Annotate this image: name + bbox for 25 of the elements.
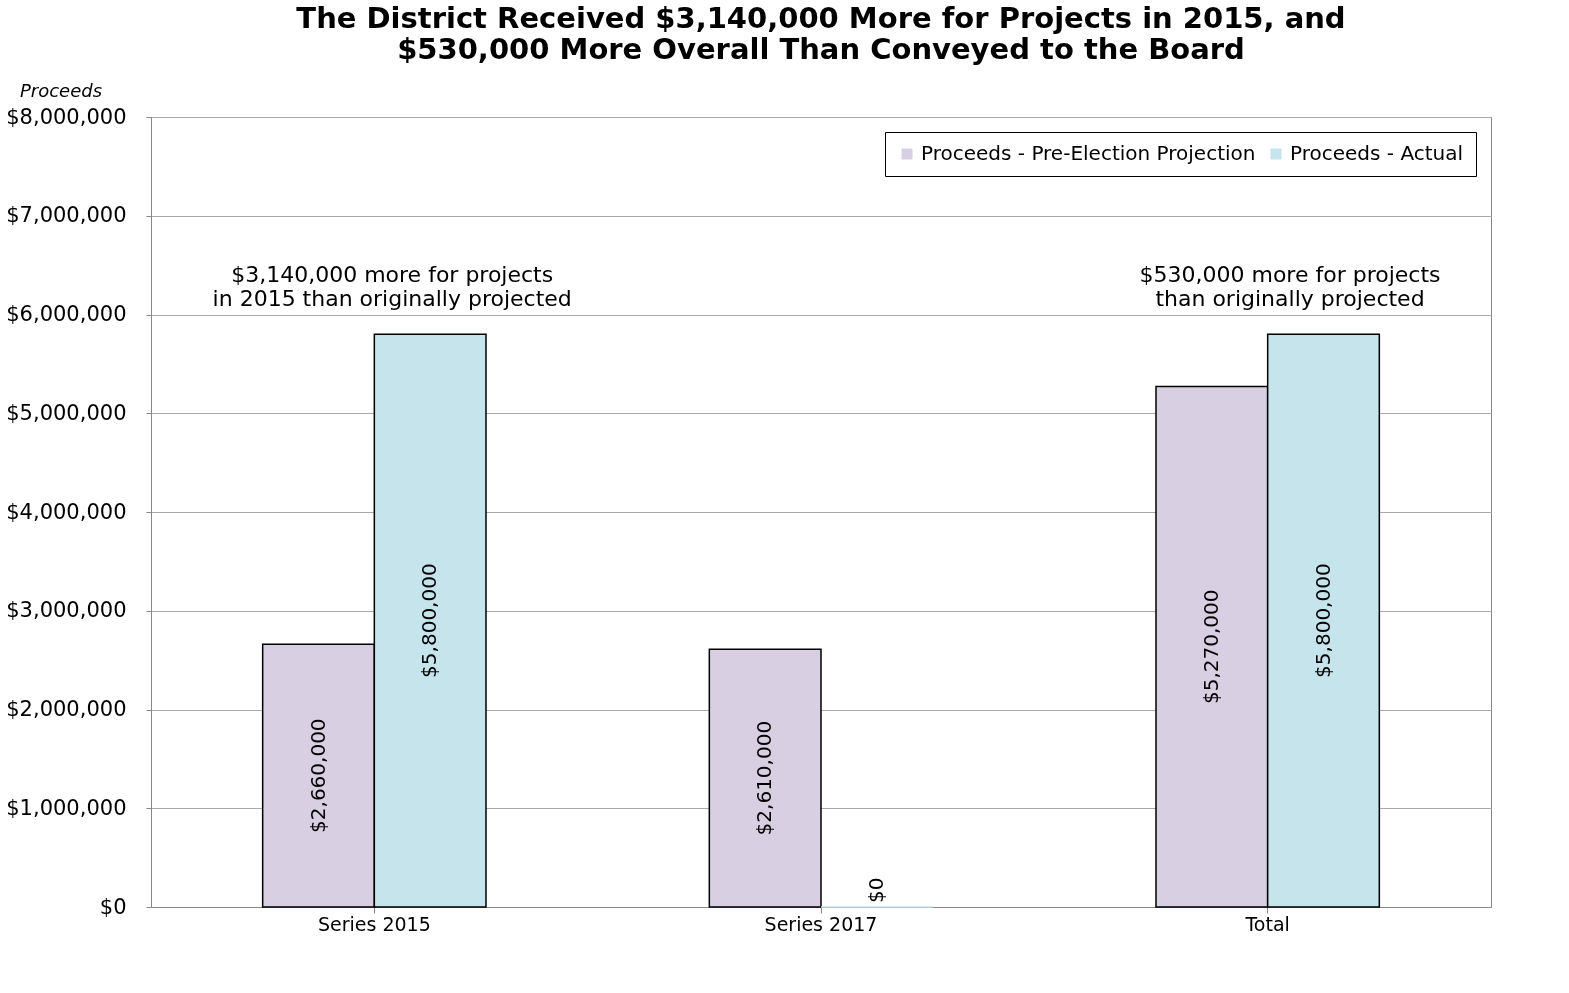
y-tick-label: $1,000,000 (6, 795, 127, 820)
data-label: $2,660,000 (305, 718, 330, 833)
data-label: $5,800,000 (1310, 563, 1335, 678)
x-tick-label: Total (1244, 912, 1290, 935)
data-label: $5,270,000 (1198, 589, 1223, 705)
x-tick-label: Series 2017 (764, 912, 878, 935)
legend-label: Proceeds - Actual (1290, 141, 1464, 165)
chart-title: The District Received $3,140,000 More for Projects in 2015, and $530,000 More Overall Than Conveyed to the Board (296, 1, 1346, 66)
x-tick-label: Series 2015 (317, 912, 431, 935)
legend-label: Proceeds - Pre-Election Projection (921, 141, 1256, 165)
y-axis-title: Proceeds (19, 80, 103, 101)
y-tick-label: $4,000,000 (6, 499, 127, 524)
y-tick-label: $7,000,000 (6, 203, 127, 228)
bar (708, 648, 822, 908)
y-tick-label: $8,000,000 (6, 104, 127, 129)
data-label: $5,800,000 (417, 563, 442, 678)
y-tick-label: $5,000,000 (6, 400, 127, 425)
y-tick-label: $0 (99, 894, 127, 919)
data-label: $0 (863, 877, 888, 903)
y-tick-label: $3,000,000 (6, 598, 127, 623)
annotation: $530,000 more for projects than originally projected (1139, 262, 1441, 311)
y-tick-label: $2,000,000 (6, 697, 127, 721)
data-label: $2,610,000 (752, 720, 777, 836)
y-tick-label: $6,000,000 (6, 302, 127, 326)
annotation: $3,140,000 more for projects in 2015 than originally projected (212, 262, 572, 311)
